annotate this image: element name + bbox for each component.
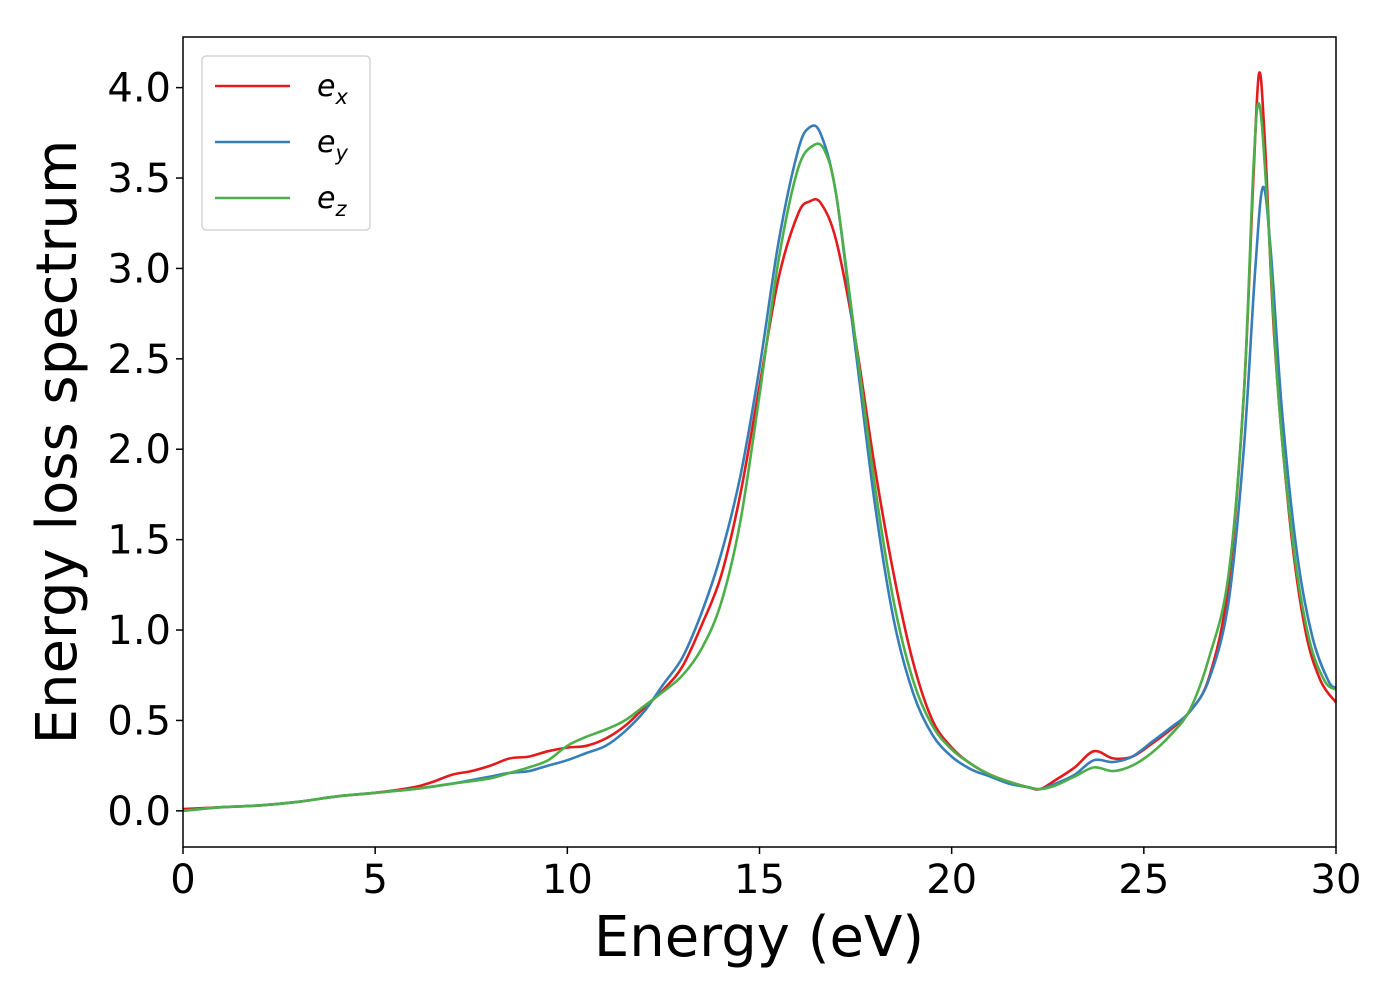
legend-label-e-y: ey: [317, 125, 348, 165]
y-tick-label: 3.0: [107, 246, 171, 292]
x-tick-label: 20: [926, 857, 977, 903]
y-tick-label: 2.0: [107, 427, 171, 473]
y-tick-label: 0.0: [107, 789, 171, 835]
x-tick-label: 5: [362, 857, 387, 903]
series-layer: [182, 71, 1338, 813]
x-tick-label: 10: [542, 857, 593, 903]
legend-label-e-z: ez: [317, 181, 347, 221]
x-tick-label: 30: [1311, 857, 1362, 903]
series-line-e-z: [182, 102, 1337, 813]
y-tick-label: 1.5: [107, 518, 171, 564]
x-tick-label: 25: [1118, 857, 1169, 903]
legend: ex ey ez: [201, 55, 371, 231]
y-tick-label: 1.0: [107, 608, 171, 654]
x-tick-label: 15: [734, 857, 785, 903]
x-axis-title: Energy (eV): [594, 905, 924, 970]
legend-label-e-x: ex: [317, 69, 348, 109]
x-tick-label: 0: [170, 857, 195, 903]
y-tick-label: 0.5: [107, 698, 171, 744]
ticks-layer: 0 5 10 15 20 25 30 0.0 0.5 1.0 1.5 2.0 2.5 3.0 3.5 4.0: [107, 66, 1361, 903]
y-axis-title: Energy loss spectrum: [25, 140, 90, 745]
series-line-e-y: [182, 124, 1337, 813]
y-tick-label: 3.5: [107, 156, 171, 202]
y-tick-label: 2.5: [107, 337, 171, 383]
y-tick-label: 4.0: [107, 66, 171, 112]
